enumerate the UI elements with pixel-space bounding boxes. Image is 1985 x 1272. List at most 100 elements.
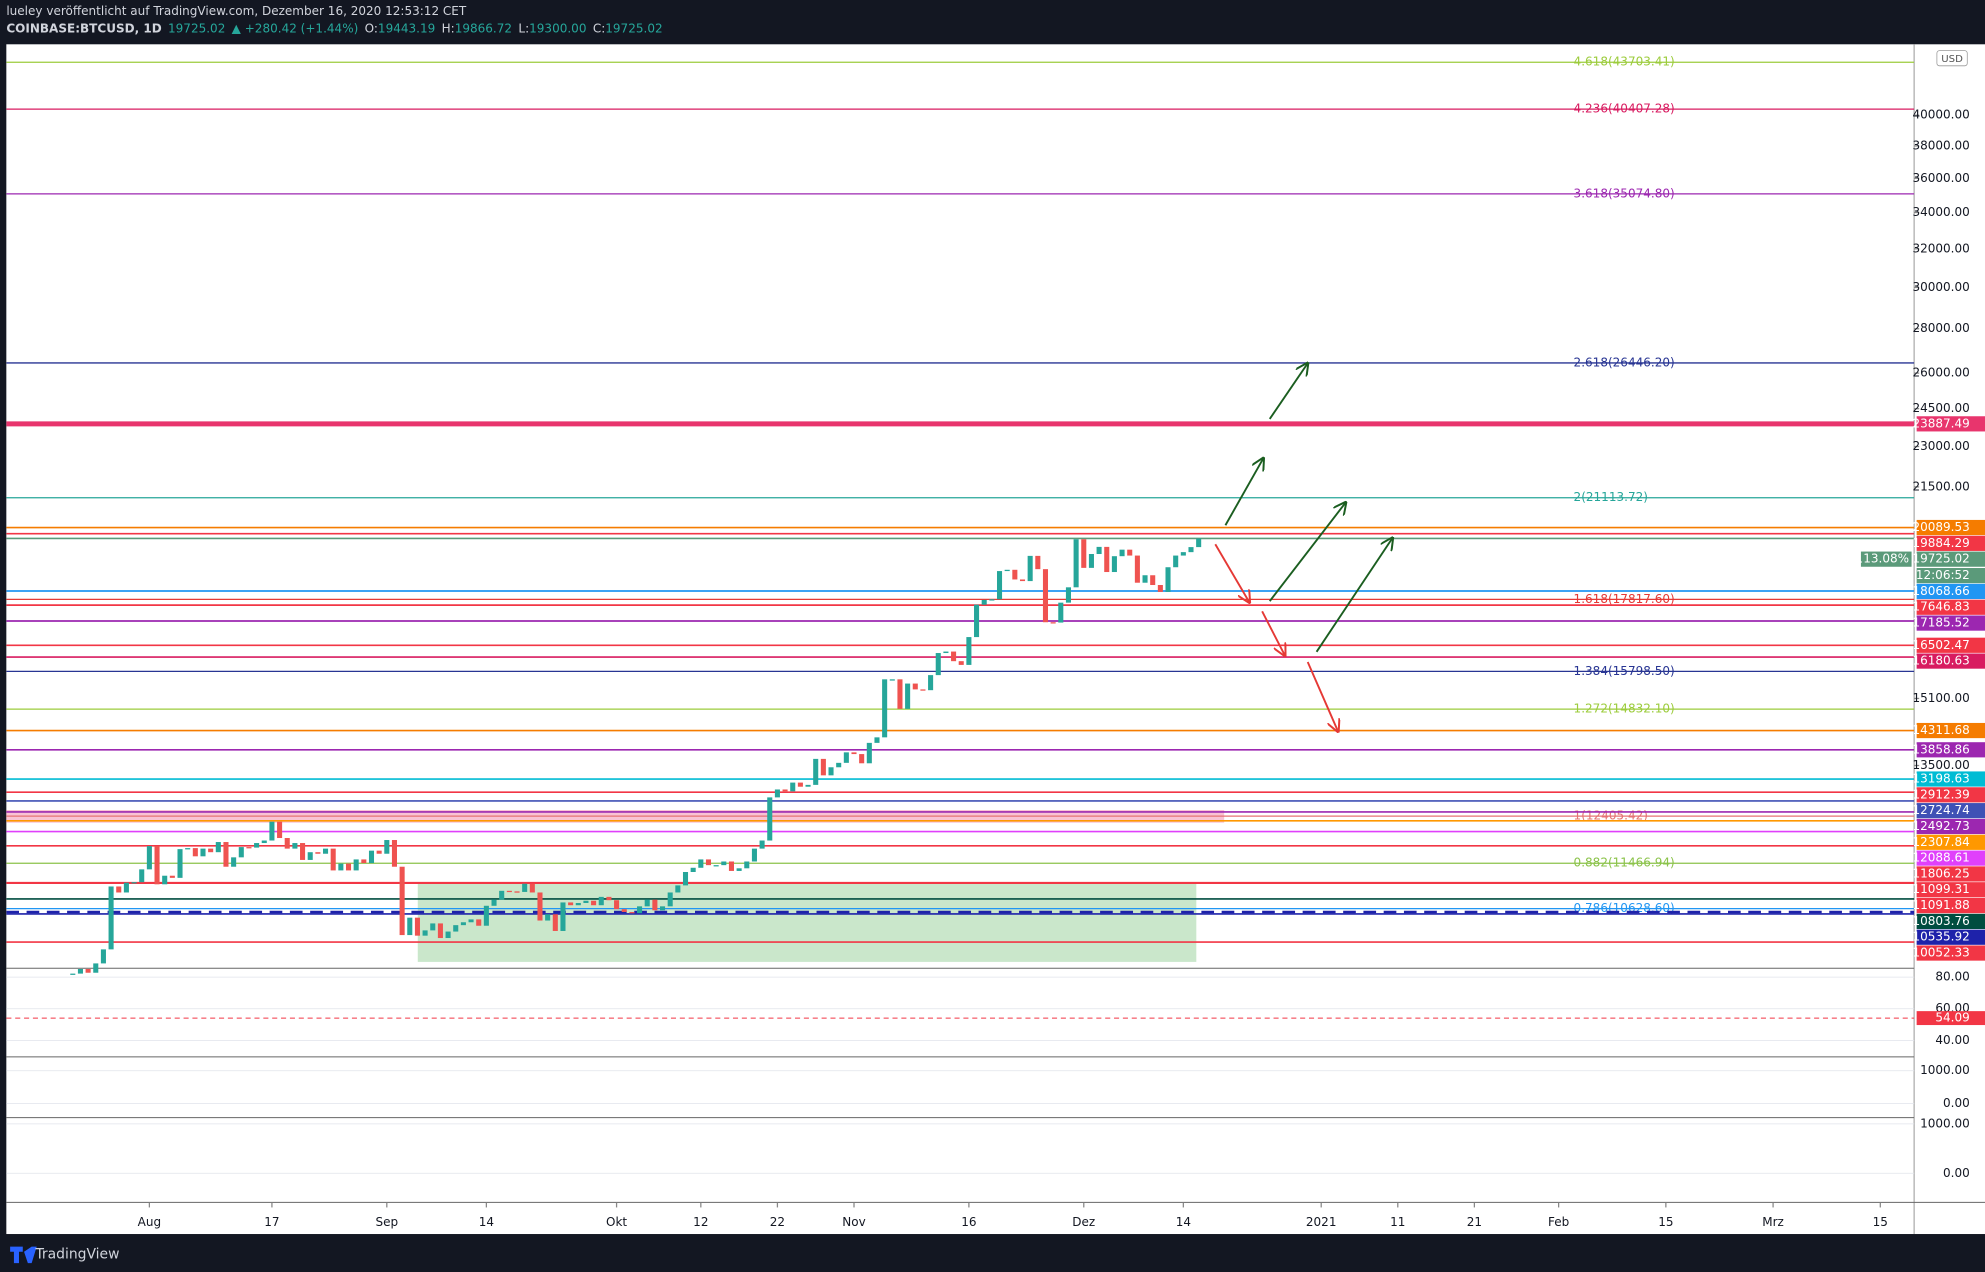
price-tag: [1916, 787, 1985, 803]
y-tick-label: 28000.00: [1912, 321, 1969, 335]
price-tag: [1916, 818, 1985, 835]
price-tag: [1916, 416, 1985, 432]
candle: [146, 846, 152, 870]
candle: [637, 906, 643, 914]
price-tag: [1916, 882, 1985, 898]
candle: [1050, 622, 1056, 624]
candle: [399, 866, 405, 936]
currency-badge[interactable]: [1936, 50, 1968, 67]
price-tag-label: 10052.33: [1912, 946, 1969, 960]
candle: [874, 737, 880, 743]
candle: [1096, 546, 1102, 555]
header-high-label: H:: [442, 22, 455, 36]
x-tick-label: 17: [264, 1215, 279, 1229]
candle: [889, 679, 895, 681]
candle: [1019, 579, 1026, 582]
y-tick-label: 13500.00: [1912, 758, 1969, 772]
x-tick-label: Feb: [1548, 1215, 1569, 1229]
fib-label: 1.272(14832.10): [1574, 702, 1675, 716]
fib-label: 4.618(43703.41): [1574, 55, 1675, 69]
y-tick-label: 36000.00: [1912, 171, 1969, 185]
candle: [797, 782, 803, 787]
candle: [1088, 554, 1094, 568]
candle: [690, 867, 696, 872]
rsi-tag: [1916, 1011, 1985, 1026]
candle: [545, 914, 551, 921]
candle: [644, 899, 650, 907]
candle: [614, 900, 620, 910]
candle: [307, 852, 313, 860]
candle: [476, 919, 482, 926]
candle: [713, 865, 719, 867]
y-tick-label: 21500.00: [1912, 479, 1969, 493]
candle: [1180, 552, 1186, 556]
price-tag: [1916, 866, 1985, 882]
candle: [315, 852, 321, 854]
candle: [131, 882, 137, 884]
price-tag: [1916, 803, 1985, 819]
candle: [935, 653, 941, 676]
candle: [897, 679, 903, 709]
candle: [1150, 575, 1156, 586]
candle: [928, 675, 934, 691]
candle: [1042, 569, 1049, 623]
x-tick-label: 16: [961, 1215, 976, 1229]
x-tick-label: 14: [479, 1215, 494, 1229]
price-tag-label: 12307.84: [1912, 835, 1969, 849]
axes: 40000.00 38000.00 36000.00 34000.00 32000.00…: [6, 108, 1985, 1229]
price-tag: [1916, 897, 1985, 914]
x-tick-label: Nov: [842, 1215, 865, 1229]
price-tag-label: 12492.73: [1912, 819, 1969, 833]
candle: [185, 848, 191, 850]
candle: [790, 782, 796, 792]
candle: [805, 784, 811, 787]
candle: [721, 861, 727, 866]
y-tick-label: 15100.00: [1912, 691, 1969, 705]
candle: [537, 892, 543, 921]
momentum-tick-label: 0.00: [1943, 1166, 1970, 1180]
candle: [1104, 546, 1110, 573]
candle: [728, 861, 734, 871]
candle: [506, 890, 512, 893]
candle: [376, 850, 382, 854]
candle: [552, 914, 558, 931]
x-tick-label: 22: [770, 1215, 785, 1229]
candle: [652, 899, 658, 911]
candle: [246, 847, 252, 849]
y-tick-label: 23000.00: [1912, 439, 1969, 453]
brand[interactable]: TradingView: [34, 1246, 119, 1262]
candle: [338, 863, 344, 871]
candle: [1134, 555, 1140, 583]
macd-tick-label: 0.00: [1943, 1096, 1970, 1110]
candle: [629, 911, 635, 914]
arrow-up: [1268, 363, 1308, 420]
logo[interactable]: [10, 1246, 37, 1264]
price-tag-label: 16502.47: [1912, 638, 1969, 652]
candle: [591, 900, 597, 906]
y-tick-label: 40000.00: [1912, 108, 1969, 122]
candle: [736, 868, 742, 871]
countdown-tag: [1916, 568, 1985, 584]
candle: [813, 758, 819, 785]
fib-label: 2.618(26446.20): [1574, 355, 1675, 369]
candle: [1081, 539, 1087, 568]
header-high: 19866.72: [455, 22, 512, 36]
price-tag-label: 23887.49: [1912, 416, 1969, 430]
candle: [836, 762, 842, 768]
x-tick-label: 15: [1658, 1215, 1673, 1229]
candle: [85, 968, 91, 973]
candle: [774, 789, 780, 798]
candle: [705, 859, 712, 866]
candle: [996, 571, 1003, 600]
price-tag: [1916, 722, 1985, 739]
price-tag: [1916, 771, 1985, 787]
fib-label: 2(21113.72): [1574, 490, 1648, 504]
candle: [323, 848, 329, 854]
candle: [437, 923, 443, 939]
candle: [767, 797, 773, 841]
candle: [514, 891, 520, 893]
candle: [951, 651, 957, 662]
candle: [575, 902, 581, 906]
x-tick-label: Sep: [375, 1215, 398, 1229]
